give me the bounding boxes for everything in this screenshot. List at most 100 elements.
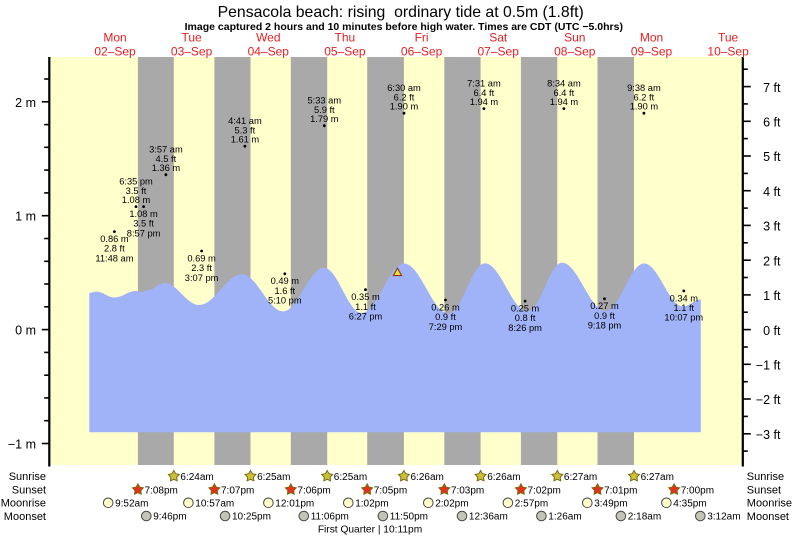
svg-text:1.1 ft: 1.1 ft xyxy=(673,303,694,313)
svg-text:5.3 ft: 5.3 ft xyxy=(235,125,256,135)
svg-text:7:05pm: 7:05pm xyxy=(374,485,407,496)
svg-text:0.69 m: 0.69 m xyxy=(187,253,216,263)
svg-text:9:46pm: 9:46pm xyxy=(153,512,186,523)
svg-text:10–Sep: 10–Sep xyxy=(707,44,749,58)
svg-text:6:27am: 6:27am xyxy=(564,472,597,483)
svg-text:1 m: 1 m xyxy=(15,210,36,224)
svg-text:0.8 ft: 0.8 ft xyxy=(515,313,536,323)
svg-text:3.5 ft: 3.5 ft xyxy=(126,186,147,196)
svg-text:First Quarter | 10:11pm: First Quarter | 10:11pm xyxy=(318,525,422,536)
svg-text:Thu: Thu xyxy=(335,31,356,45)
svg-text:07–Sep: 07–Sep xyxy=(478,44,520,58)
svg-text:8:34 am: 8:34 am xyxy=(547,79,581,89)
svg-text:Moonset: Moonset xyxy=(747,511,789,523)
svg-text:2:02pm: 2:02pm xyxy=(435,499,468,510)
svg-text:0.9 ft: 0.9 ft xyxy=(435,312,456,322)
svg-text:−2 ft: −2 ft xyxy=(756,393,781,407)
svg-text:1.08 m: 1.08 m xyxy=(129,209,158,219)
svg-text:6:35 pm: 6:35 pm xyxy=(119,177,153,187)
svg-text:Moonset: Moonset xyxy=(4,511,46,523)
svg-text:09–Sep: 09–Sep xyxy=(631,44,673,58)
svg-text:3 ft: 3 ft xyxy=(763,220,781,234)
svg-text:08–Sep: 08–Sep xyxy=(554,44,596,58)
svg-text:0.27 m: 0.27 m xyxy=(590,301,619,311)
svg-text:6:26am: 6:26am xyxy=(487,472,520,483)
svg-text:1.94 m: 1.94 m xyxy=(550,97,579,107)
svg-text:8:26 pm: 8:26 pm xyxy=(508,323,542,333)
svg-text:4.5 ft: 4.5 ft xyxy=(156,154,177,164)
svg-text:7:00pm: 7:00pm xyxy=(681,485,714,496)
svg-text:11:50pm: 11:50pm xyxy=(390,512,428,523)
svg-text:6:27 pm: 6:27 pm xyxy=(349,312,383,322)
svg-text:0.9 ft: 0.9 ft xyxy=(594,311,615,321)
svg-text:−1 m: −1 m xyxy=(8,438,36,452)
svg-text:7:08pm: 7:08pm xyxy=(145,485,178,496)
svg-text:Mon: Mon xyxy=(103,31,126,45)
svg-text:0.26 m: 0.26 m xyxy=(431,302,460,312)
svg-text:Mon: Mon xyxy=(640,31,663,45)
svg-text:11:48 am: 11:48 am xyxy=(95,253,133,263)
svg-text:6:27am: 6:27am xyxy=(641,472,674,483)
svg-text:8:57 pm: 8:57 pm xyxy=(127,228,161,238)
svg-text:3.5 ft: 3.5 ft xyxy=(133,219,154,229)
svg-text:2 ft: 2 ft xyxy=(763,254,781,268)
svg-text:3:12am: 3:12am xyxy=(707,512,740,523)
svg-text:03–Sep: 03–Sep xyxy=(171,44,213,58)
svg-text:Sunrise: Sunrise xyxy=(9,471,46,483)
svg-text:2:18am: 2:18am xyxy=(628,512,661,523)
svg-text:Tue: Tue xyxy=(181,31,202,45)
svg-text:6 ft: 6 ft xyxy=(763,116,781,130)
svg-text:7 ft: 7 ft xyxy=(763,81,781,95)
svg-text:9:52am: 9:52am xyxy=(115,499,148,510)
svg-text:1.90 m: 1.90 m xyxy=(390,102,419,112)
svg-text:6.2 ft: 6.2 ft xyxy=(394,92,415,102)
svg-text:3:07 pm: 3:07 pm xyxy=(185,273,219,283)
svg-text:10:25pm: 10:25pm xyxy=(232,512,271,523)
svg-text:Tue: Tue xyxy=(718,31,739,45)
svg-text:1 ft: 1 ft xyxy=(763,289,781,303)
svg-text:7:01pm: 7:01pm xyxy=(604,485,637,496)
svg-text:3:57 am: 3:57 am xyxy=(149,145,183,155)
svg-text:05–Sep: 05–Sep xyxy=(324,44,366,58)
svg-text:06–Sep: 06–Sep xyxy=(401,44,443,58)
svg-text:Image captured 2 hours and 10: Image captured 2 hours and 10 minutes be… xyxy=(185,21,623,33)
svg-text:7:07pm: 7:07pm xyxy=(221,485,254,496)
svg-text:1.08 m: 1.08 m xyxy=(122,195,151,205)
svg-text:6:26am: 6:26am xyxy=(411,472,444,483)
svg-text:2.3 ft: 2.3 ft xyxy=(191,263,212,273)
svg-text:Moonrise: Moonrise xyxy=(747,498,792,510)
svg-text:5.9 ft: 5.9 ft xyxy=(314,105,335,115)
svg-text:1:02pm: 1:02pm xyxy=(355,499,388,510)
svg-text:Wed: Wed xyxy=(256,31,280,45)
svg-text:7:31 am: 7:31 am xyxy=(467,79,501,89)
svg-text:0.86 m: 0.86 m xyxy=(100,234,129,244)
svg-text:1.90 m: 1.90 m xyxy=(630,102,659,112)
svg-text:6:24am: 6:24am xyxy=(180,472,213,483)
svg-text:1.36 m: 1.36 m xyxy=(152,163,181,173)
svg-text:10:07 pm: 10:07 pm xyxy=(664,313,703,323)
svg-text:Fri: Fri xyxy=(415,31,429,45)
svg-text:4:35pm: 4:35pm xyxy=(673,499,706,510)
svg-text:Pensacola beach: rising ordin: Pensacola beach: rising ordinary tide at… xyxy=(218,4,584,21)
svg-text:4:41 am: 4:41 am xyxy=(228,116,262,126)
svg-text:−1 ft: −1 ft xyxy=(756,359,781,373)
svg-text:12:36am: 12:36am xyxy=(469,512,508,523)
svg-text:1.61 m: 1.61 m xyxy=(231,135,260,145)
svg-text:1.94 m: 1.94 m xyxy=(470,97,499,107)
svg-text:6.2 ft: 6.2 ft xyxy=(634,92,655,102)
svg-text:9:18 pm: 9:18 pm xyxy=(588,321,622,331)
svg-text:1.6 ft: 1.6 ft xyxy=(274,286,295,296)
svg-text:0.49 m: 0.49 m xyxy=(271,276,300,286)
svg-text:6:30 am: 6:30 am xyxy=(387,83,421,93)
svg-text:−3 ft: −3 ft xyxy=(756,428,781,442)
svg-text:6:25am: 6:25am xyxy=(257,472,290,483)
svg-text:5:33 am: 5:33 am xyxy=(308,96,342,106)
svg-text:5 ft: 5 ft xyxy=(763,150,781,164)
svg-text:6:25am: 6:25am xyxy=(334,472,367,483)
svg-text:Sunset: Sunset xyxy=(12,484,46,496)
svg-text:04–Sep: 04–Sep xyxy=(248,44,290,58)
svg-text:6.4 ft: 6.4 ft xyxy=(554,88,575,98)
svg-text:2 m: 2 m xyxy=(15,96,36,110)
svg-text:Sun: Sun xyxy=(564,31,585,45)
svg-text:12:01pm: 12:01pm xyxy=(275,499,314,510)
